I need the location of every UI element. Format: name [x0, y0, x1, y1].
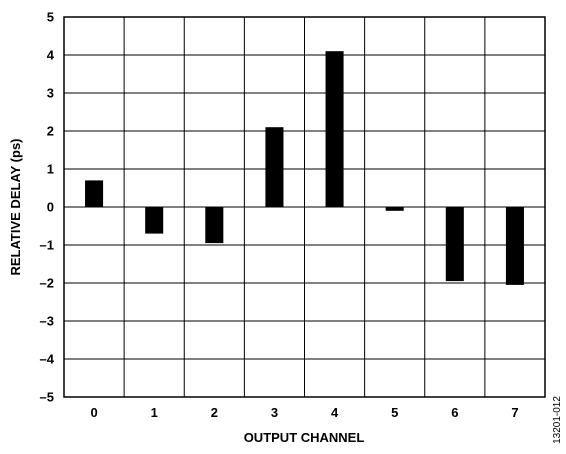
y-tick-labels: –5 –4 –3 –2 –1 0 1 2 3 4 5 — [40, 10, 55, 405]
grid — [64, 17, 545, 397]
bar-channel-2 — [205, 207, 224, 244]
figure-id: 13201-012 — [552, 396, 563, 444]
x-tick-labels: 0 1 2 3 4 5 6 7 — [90, 405, 518, 420]
bar-channel-1 — [145, 207, 164, 234]
x-tick-label: 7 — [511, 405, 518, 420]
x-axis-title: OUTPUT CHANNEL — [244, 430, 365, 445]
x-tick-label: 3 — [271, 405, 278, 420]
x-tick-label: 2 — [211, 405, 218, 420]
x-tick-label: 0 — [90, 405, 97, 420]
y-tick-label: 2 — [47, 124, 54, 139]
bar-channel-4 — [325, 51, 344, 208]
y-tick-label: 4 — [47, 48, 55, 63]
bar-channel-0 — [85, 180, 104, 207]
x-tick-label: 4 — [331, 405, 339, 420]
y-tick-label: 1 — [47, 162, 54, 177]
y-tick-label: –4 — [40, 352, 55, 367]
y-tick-label: –1 — [40, 238, 54, 253]
bar-channel-3 — [265, 127, 284, 207]
y-tick-label: 5 — [47, 10, 54, 25]
bar-channel-7 — [505, 207, 524, 285]
y-tick-label: –5 — [40, 390, 54, 405]
x-tick-label: 6 — [451, 405, 458, 420]
plot-frame — [63, 16, 546, 398]
bars — [85, 51, 524, 285]
bar-channel-5 — [385, 207, 404, 211]
bar-channel-6 — [445, 207, 464, 282]
x-tick-label: 5 — [391, 405, 398, 420]
y-tick-label: –2 — [40, 276, 54, 291]
y-tick-label: –3 — [40, 314, 54, 329]
y-axis-title: RELATIVE DELAY (ps) — [8, 138, 23, 275]
y-tick-label: 0 — [47, 200, 54, 215]
x-tick-label: 1 — [151, 405, 158, 420]
y-tick-label: 3 — [47, 86, 54, 101]
